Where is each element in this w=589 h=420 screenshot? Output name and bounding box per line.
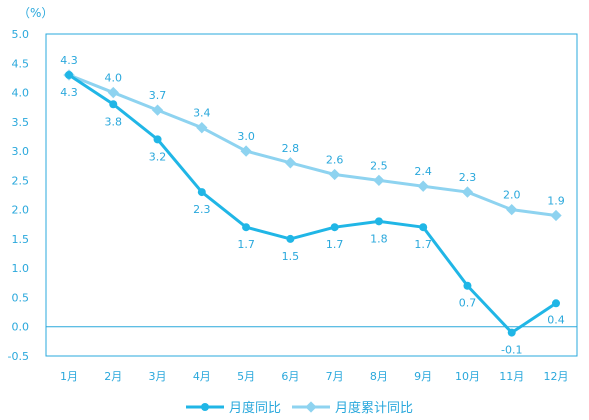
series-point-diamond xyxy=(107,86,119,99)
data-label: 3.2 xyxy=(149,150,167,163)
legend-label: 月度同比 xyxy=(229,400,281,416)
series-point-circle xyxy=(419,223,428,232)
x-axis-ticks: 1月 2月 3月 4月 5月 6月 7月 8月 9月 10月 11月 12月 xyxy=(60,370,569,383)
data-label: 1.9 xyxy=(547,194,565,207)
data-label: 1.8 xyxy=(370,232,388,245)
series-point-circle xyxy=(374,217,383,226)
data-label: 2.6 xyxy=(326,154,344,167)
legend-label: 月度累计同比 xyxy=(335,400,413,416)
series-point-diamond xyxy=(284,157,297,169)
series-point-circle xyxy=(153,135,162,144)
data-label: 3.8 xyxy=(105,115,123,128)
x-tick-label: 11月 xyxy=(499,370,524,383)
series-layer: 4.3 3.8 3.2 2.3 1.7 1.5 1.7 1.8 1.7 0.7 -0.1 0.4 4.3… xyxy=(60,54,565,357)
data-label: 0.7 xyxy=(459,297,477,310)
series-point-circle xyxy=(552,299,560,308)
data-label: 1.5 xyxy=(282,250,300,263)
plot-frame xyxy=(45,33,578,357)
legend: 月度同比 月度累计同比 xyxy=(186,400,413,416)
y-tick-label: 2.0 xyxy=(12,204,30,217)
data-label: 3.7 xyxy=(149,89,167,102)
series-point-circle xyxy=(65,70,73,79)
series-point-diamond xyxy=(461,186,474,198)
x-tick-label: 12月 xyxy=(544,370,569,383)
x-tick-label: 7月 xyxy=(326,370,344,383)
y-axis-ticks: 5.0 4.5 4.0 3.5 3.0 2.5 2.0 1.5 1.0 0.5 0.0 -0.5 xyxy=(8,28,29,363)
y-tick-label: 4.0 xyxy=(12,87,30,100)
y-tick-label: 5.0 xyxy=(12,28,30,41)
y-tick-label: -0.5 xyxy=(8,350,29,363)
series-point-circle xyxy=(109,100,118,109)
series-point-diamond xyxy=(550,209,562,222)
series-point-circle xyxy=(507,328,516,337)
data-label: 2.3 xyxy=(459,171,477,184)
x-tick-label: 10月 xyxy=(455,370,480,383)
x-tick-label: 8月 xyxy=(370,370,388,383)
series-point-diamond xyxy=(373,174,385,187)
y-tick-label: 2.5 xyxy=(12,174,30,187)
series-point-circle xyxy=(463,281,472,290)
series-point-diamond xyxy=(328,168,341,181)
data-label: 2.4 xyxy=(414,165,432,178)
x-tick-label: 6月 xyxy=(281,370,299,383)
legend-marker-diamond xyxy=(305,401,317,413)
y-tick-label: 3.0 xyxy=(12,145,30,158)
series-point-diamond xyxy=(417,180,429,192)
x-tick-label: 9月 xyxy=(414,370,432,383)
y-tick-label: 1.5 xyxy=(12,233,30,246)
data-label: 2.0 xyxy=(503,189,521,202)
data-label: -0.1 xyxy=(501,344,522,357)
data-label: 1.7 xyxy=(326,238,344,251)
x-tick-label: 5月 xyxy=(237,370,255,383)
data-label: 2.8 xyxy=(282,142,300,155)
series-point-diamond xyxy=(151,104,164,116)
y-tick-label: 0.5 xyxy=(12,291,30,304)
y-tick-label: 1.0 xyxy=(12,262,30,275)
data-label: 1.7 xyxy=(237,238,255,251)
y-tick-label: 4.5 xyxy=(12,57,30,70)
series-point-circle xyxy=(242,223,251,232)
data-label: 2.5 xyxy=(370,159,388,172)
series-point-circle xyxy=(286,234,295,243)
x-tick-label: 4月 xyxy=(193,370,211,383)
x-tick-label: 1月 xyxy=(60,370,78,383)
data-label: 3.4 xyxy=(193,107,211,120)
data-label: 1.7 xyxy=(414,238,432,251)
series-line-1 xyxy=(68,73,557,217)
series-line-0 xyxy=(68,73,557,335)
data-label: 3.0 xyxy=(237,130,255,143)
x-tick-label: 3月 xyxy=(149,370,167,383)
data-label: 4.3 xyxy=(60,86,78,99)
legend-marker-circle xyxy=(201,403,209,411)
data-label: 4.3 xyxy=(60,54,78,67)
series-point-diamond xyxy=(506,203,518,216)
series-point-circle xyxy=(197,188,206,197)
x-tick-label: 2月 xyxy=(104,370,122,383)
series-point-diamond xyxy=(196,122,208,134)
series-point-circle xyxy=(330,223,339,232)
y-unit-label: （%） xyxy=(18,6,53,20)
series-point-diamond xyxy=(240,145,252,157)
data-label: 0.4 xyxy=(547,313,565,326)
y-tick-label: 3.5 xyxy=(12,116,30,129)
y-tick-label: 0.0 xyxy=(12,321,30,334)
data-label: 2.3 xyxy=(193,203,211,216)
data-label: 4.0 xyxy=(105,72,123,85)
